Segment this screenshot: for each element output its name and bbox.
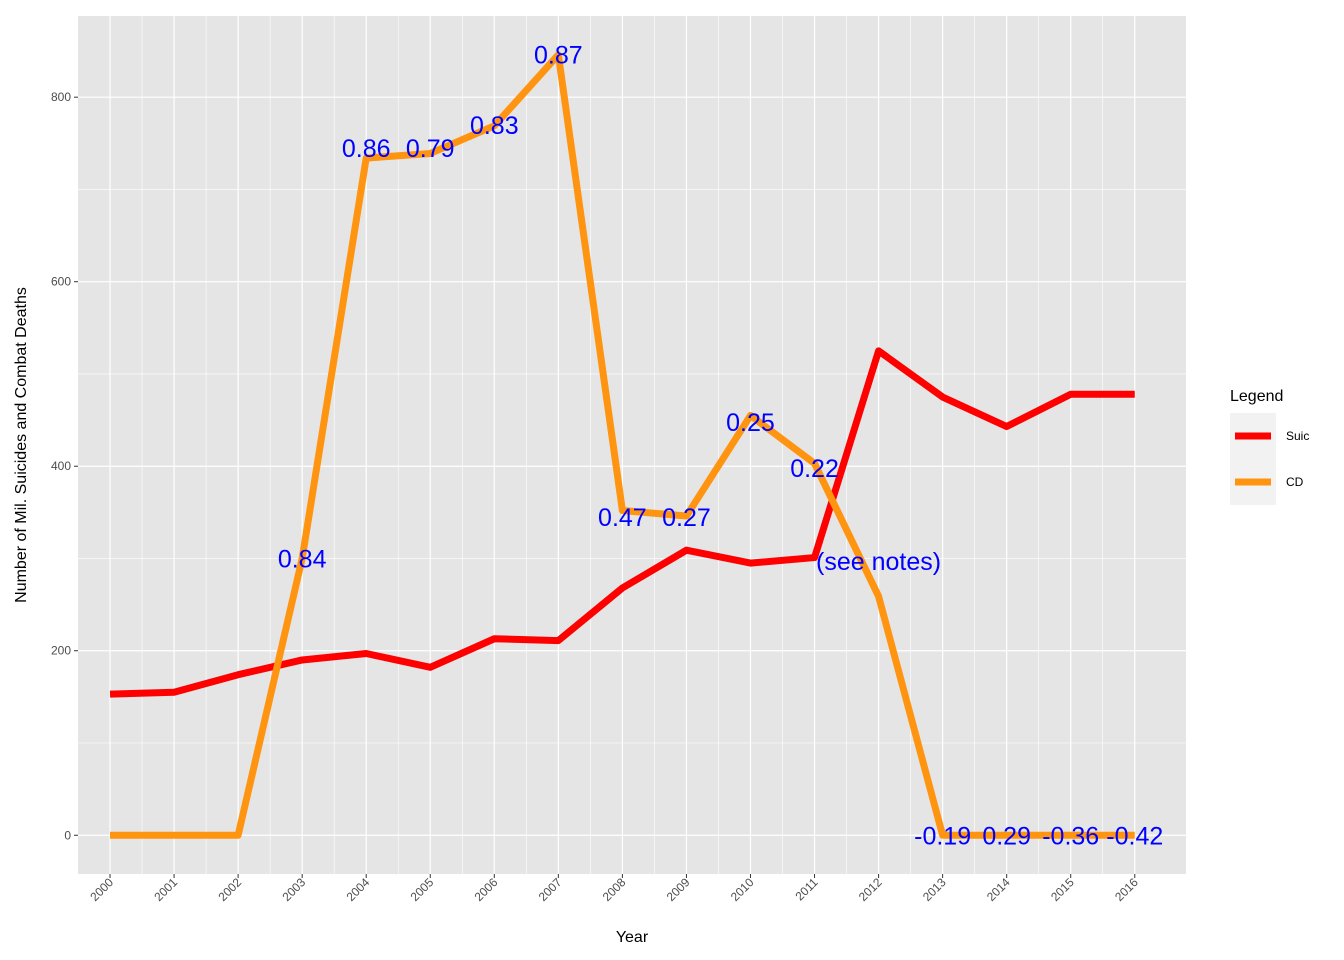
annotations: 0.84 0.86 0.79 0.83 0.87 0.47 0.27 0.25 0.22 (see… (278, 42, 1163, 851)
minor-grid (78, 16, 1186, 874)
x-tick-label: 2010 (728, 875, 757, 904)
x-tick-label: 2014 (984, 875, 1013, 904)
x-tick-label: 2015 (1048, 875, 1077, 904)
x-axis-title: Year (616, 929, 649, 946)
annotation-label: 0.87 (534, 42, 583, 70)
annotation-label: 0.29 (982, 822, 1031, 850)
y-tick-label: 200 (51, 644, 71, 658)
plot-panel (78, 16, 1186, 874)
annotation-label: -0.19 (914, 822, 971, 850)
y-tick-label: 400 (51, 459, 71, 473)
legend-title: Legend (1230, 388, 1283, 405)
x-tick-label: 2012 (856, 875, 885, 904)
annotation-label: 0.86 (342, 135, 391, 163)
x-tick-label: 2009 (664, 875, 693, 904)
annotation-label: (see notes) (816, 548, 941, 576)
series-lines (109, 51, 1135, 839)
x-tick-label: 2000 (87, 875, 116, 904)
x-tick-label: 2011 (793, 875, 821, 903)
x-tick-label: 2006 (472, 875, 501, 904)
annotation-label: 0.25 (726, 409, 775, 437)
legend-label-suic: Suic (1286, 429, 1309, 443)
x-tick-label: 2007 (536, 875, 565, 904)
x-tick-label: 2016 (1112, 875, 1141, 904)
annotation-label: 0.83 (470, 112, 519, 140)
annotation-label: 0.27 (662, 504, 711, 532)
y-tick-label: 800 (51, 90, 71, 104)
y-axis: 0 200 400 600 800 (51, 90, 78, 842)
annotation-label: -0.42 (1106, 822, 1163, 850)
y-tick-label: 0 (64, 828, 71, 842)
annotation-label: 0.79 (406, 135, 455, 163)
annotation-label: 0.84 (278, 545, 327, 573)
x-axis: 2000 2001 2002 2003 2004 2005 2006 2007 2008 2009… (87, 874, 1141, 904)
x-tick-label: 2008 (600, 875, 629, 904)
legend: Legend Suic CD (1230, 388, 1309, 505)
x-tick-label: 2004 (344, 875, 373, 904)
series-line-cd (110, 51, 1135, 839)
x-tick-label: 2005 (408, 875, 437, 904)
annotation-label: 0.22 (790, 455, 839, 483)
x-tick-label: 2001 (151, 875, 180, 904)
x-tick-label: 2003 (280, 875, 309, 904)
y-axis-title: Number of Mil. Suicides and Combat Death… (13, 287, 30, 603)
x-tick-label: 2013 (920, 875, 949, 904)
annotation-label: 0.47 (598, 504, 647, 532)
x-tick-label: 2002 (215, 875, 244, 904)
y-tick-label: 600 (51, 275, 71, 289)
annotation-label: -0.36 (1042, 822, 1099, 850)
legend-label-cd: CD (1286, 475, 1304, 489)
